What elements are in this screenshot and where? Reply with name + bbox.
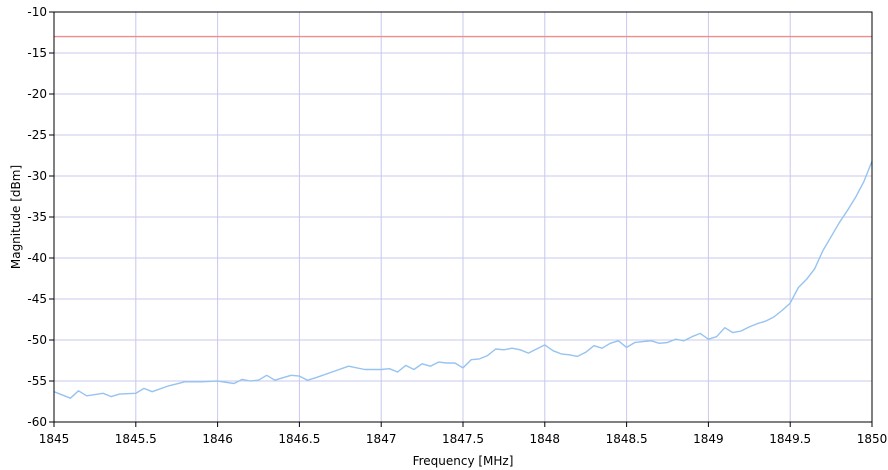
- y-tick-label: -40: [27, 251, 47, 265]
- x-tick-label: 1847.5: [442, 432, 484, 446]
- y-axis: -10 -15 -20 -25 -30 -35 -40 -45 -50 -55 -60: [27, 5, 54, 429]
- y-tick-label: -35: [27, 210, 47, 224]
- x-tick-label: 1850: [857, 432, 888, 446]
- spectrum-trace: [53, 160, 873, 399]
- y-tick-label: -20: [27, 87, 47, 101]
- y-tick-label: -45: [27, 292, 47, 306]
- grid-lines: [54, 12, 872, 422]
- y-axis-title: Magnitude [dBm]: [9, 165, 23, 269]
- x-axis: 1845 1845.5 1846 1846.5 1847 1847.5 1848 1848.5…: [39, 422, 888, 446]
- x-tick-label: 1848.5: [606, 432, 648, 446]
- y-tick-label: -15: [27, 46, 47, 60]
- x-axis-title: Frequency [MHz]: [413, 454, 514, 468]
- x-tick-label: 1845: [39, 432, 70, 446]
- x-tick-label: 1849.5: [769, 432, 811, 446]
- x-tick-label: 1846.5: [278, 432, 320, 446]
- y-tick-label: -60: [27, 415, 47, 429]
- y-tick-label: -25: [27, 128, 47, 142]
- x-tick-label: 1847: [366, 432, 397, 446]
- y-tick-label: -50: [27, 333, 47, 347]
- y-tick-label: -30: [27, 169, 47, 183]
- y-tick-label: -10: [27, 5, 47, 19]
- y-tick-label: -55: [27, 374, 47, 388]
- x-tick-label: 1848: [530, 432, 561, 446]
- x-tick-label: 1849: [693, 432, 724, 446]
- x-tick-label: 1846: [202, 432, 233, 446]
- x-tick-label: 1845.5: [115, 432, 157, 446]
